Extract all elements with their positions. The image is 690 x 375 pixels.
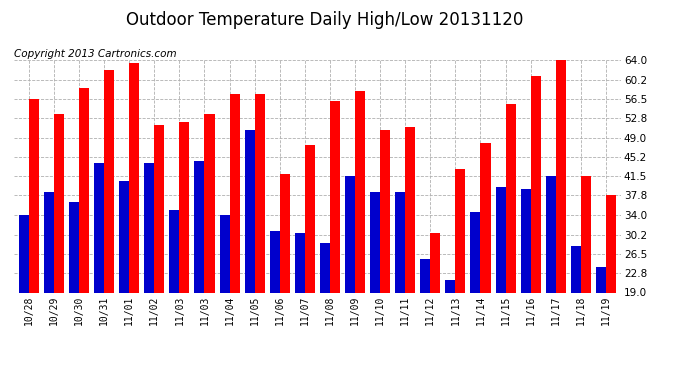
Bar (179, 122, 190, 375)
Bar (169, 210, 179, 375)
Bar (345, 176, 355, 375)
Bar (29, 99, 39, 375)
Bar (305, 145, 315, 375)
Bar (54, 114, 64, 375)
Bar (521, 189, 531, 375)
Bar (581, 176, 591, 375)
Bar (431, 233, 440, 375)
Bar (355, 91, 365, 375)
Bar (119, 182, 129, 375)
Bar (204, 114, 215, 375)
Bar (195, 161, 204, 375)
Bar (219, 215, 230, 375)
Bar (279, 174, 290, 375)
Bar (555, 60, 566, 375)
Bar (571, 246, 581, 375)
Bar (270, 231, 279, 375)
Bar (94, 164, 104, 375)
Bar (420, 259, 431, 375)
Bar (606, 195, 616, 375)
Bar (230, 94, 239, 375)
Bar (531, 75, 541, 375)
Bar (79, 88, 89, 375)
Bar (330, 101, 340, 375)
Bar (19, 215, 29, 375)
Bar (255, 94, 265, 375)
Bar (245, 130, 255, 375)
Text: Copyright 2013 Cartronics.com: Copyright 2013 Cartronics.com (14, 49, 177, 59)
Bar (495, 187, 506, 375)
Bar (104, 70, 114, 375)
Bar (405, 127, 415, 375)
Bar (380, 130, 390, 375)
Bar (69, 202, 79, 375)
Bar (546, 176, 555, 375)
Bar (596, 267, 606, 375)
Bar (506, 104, 515, 375)
Bar (455, 168, 466, 375)
Bar (129, 63, 139, 375)
Bar (44, 192, 54, 375)
Bar (395, 192, 405, 375)
Bar (445, 280, 455, 375)
Bar (480, 142, 491, 375)
Bar (295, 233, 305, 375)
Bar (320, 243, 330, 375)
Bar (370, 192, 380, 375)
Bar (144, 164, 155, 375)
Bar (471, 212, 480, 375)
Bar (155, 124, 164, 375)
Text: Outdoor Temperature Daily High/Low 20131120: Outdoor Temperature Daily High/Low 20131… (126, 11, 523, 29)
